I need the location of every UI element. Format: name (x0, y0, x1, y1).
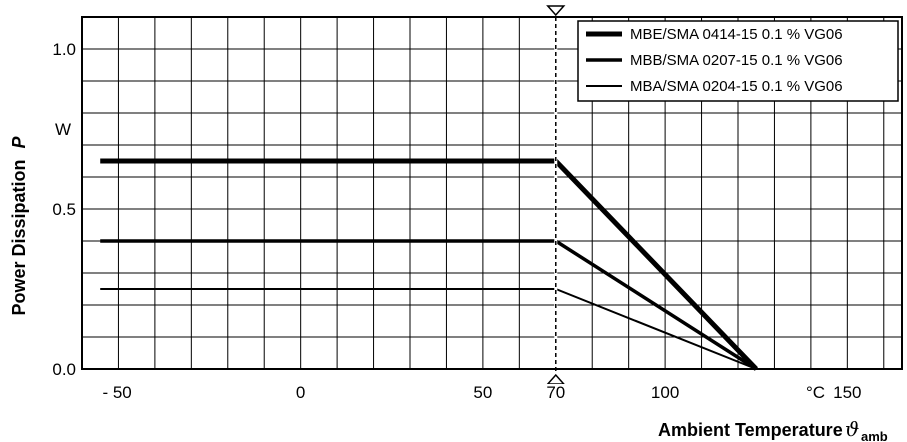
y-axis-symbol: P (9, 135, 29, 148)
y-axis-title: Power Dissipation P (9, 135, 29, 315)
x-unit-label: °C (806, 383, 825, 402)
y-axis-title-text: Power Dissipation (9, 159, 29, 315)
tick-labels: - 50 0 50 70 100 150 0.0 0.5 1.0 (52, 40, 862, 402)
x-axis-title: Ambient Temperature ϑ amb (658, 417, 888, 442)
series-line (100, 158, 759, 371)
x-tick-label: 100 (651, 383, 679, 402)
y-tick-label: 0.0 (52, 360, 76, 379)
x-axis-subscript: amb (861, 429, 888, 442)
y-unit-label: W (55, 120, 71, 139)
y-tick-label: 1.0 (52, 40, 76, 59)
y-tick-label: 0.5 (52, 200, 76, 219)
x-tick-label: 50 (473, 383, 492, 402)
temperature-marker (546, 5, 566, 385)
x-axis-symbol: ϑ (845, 417, 859, 441)
plot-border (81, 16, 903, 370)
marker-arrow-top (546, 5, 566, 17)
legend-label: MBB/SMA 0207-15 0.1 % VG06 (630, 52, 843, 69)
x-tick-label: 70 (546, 383, 565, 402)
svg-text:Power Dissipation P: Power Dissipation P (9, 135, 29, 315)
x-tick-label: - 50 (102, 383, 131, 402)
series-layer (100, 158, 759, 371)
x-tick-label: 150 (833, 383, 861, 402)
series-line (100, 288, 757, 370)
x-axis-title-text: Ambient Temperature (658, 420, 843, 440)
x-tick-label: 0 (296, 383, 305, 402)
legend-box (577, 20, 899, 102)
legend: MBE/SMA 0414-15 0.1 % VG06 MBB/SMA 0207-1… (577, 20, 899, 102)
legend-label: MBE/SMA 0414-15 0.1 % VG06 (630, 26, 843, 43)
x-tick-backdrop (542, 384, 569, 402)
legend-label: MBA/SMA 0204-15 0.1 % VG06 (630, 78, 843, 95)
